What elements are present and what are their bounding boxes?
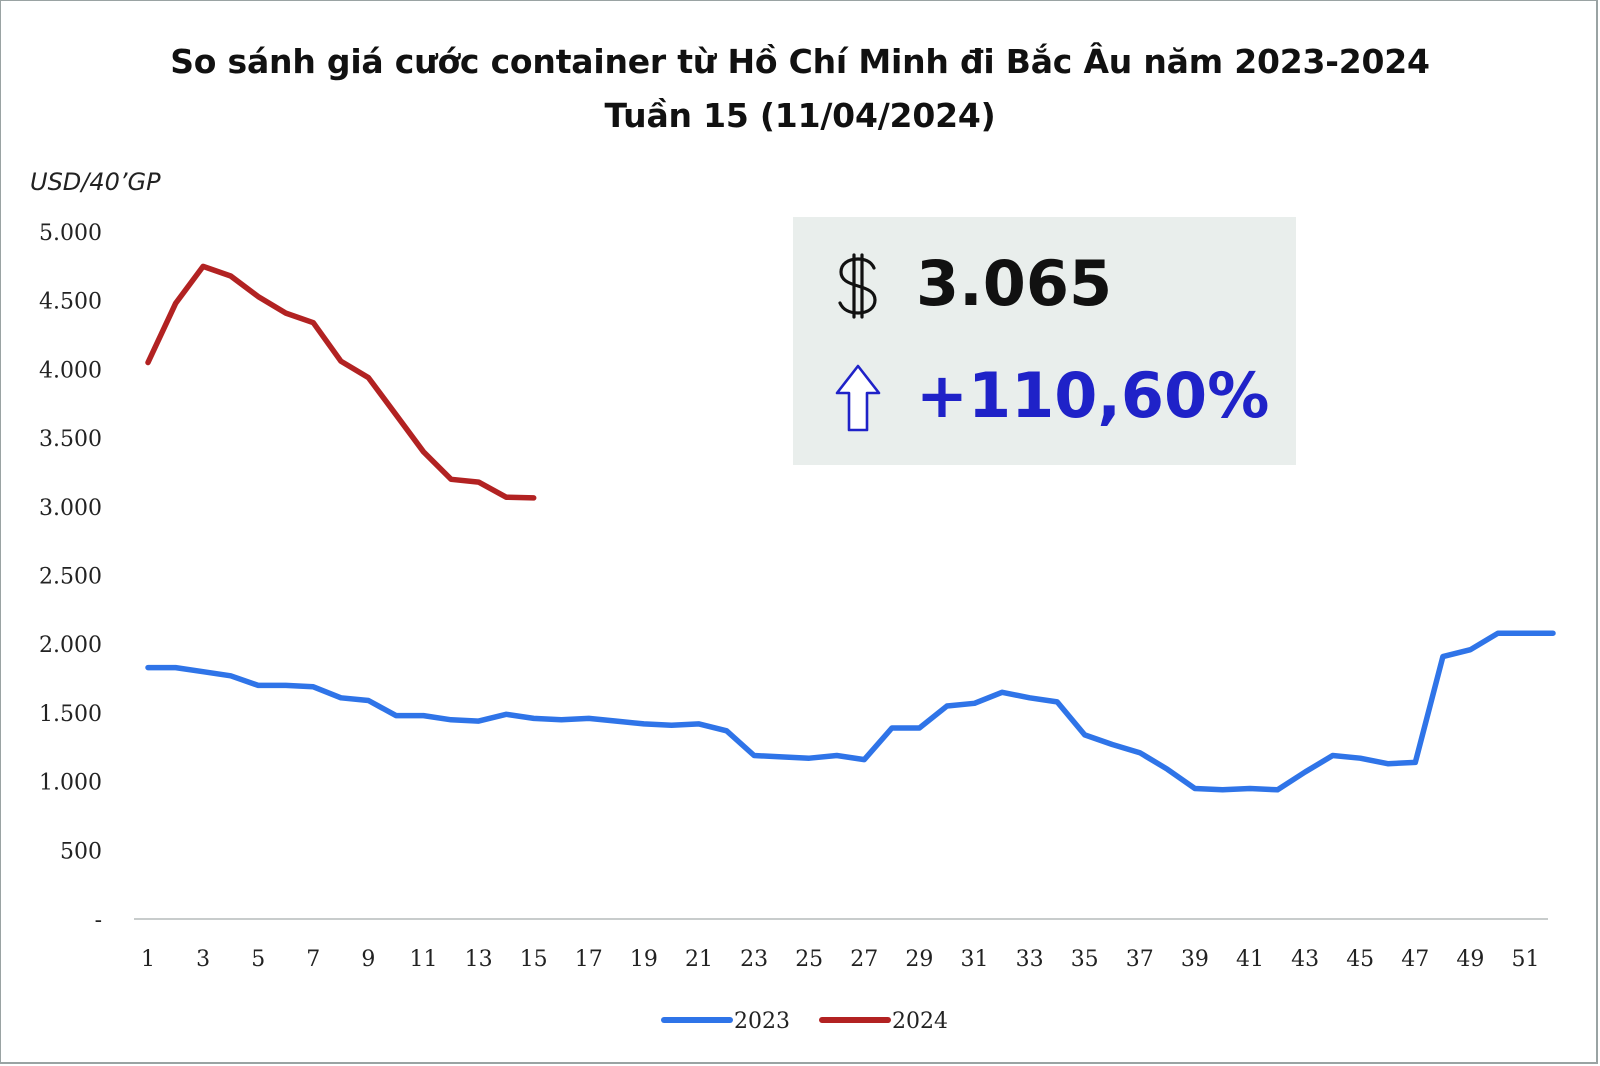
x-tick-label: 13	[465, 947, 493, 972]
y-tick-label: 500	[60, 839, 102, 864]
x-tick-label: 37	[1126, 947, 1154, 972]
x-tick-label: 25	[795, 947, 823, 972]
x-tick-label: 7	[306, 947, 320, 972]
x-tick-label: 15	[520, 947, 548, 972]
y-axis-ticks: - 500 1.000 1.500 2.000 2.500 3.000 3.500 4.000 4…	[39, 221, 102, 933]
x-tick-label: 39	[1181, 947, 1209, 972]
y-tick-label: 4.500	[39, 290, 102, 315]
x-tick-label: 49	[1456, 947, 1484, 972]
x-tick-label: 27	[850, 947, 878, 972]
y-tick-label: 3.500	[39, 427, 102, 452]
summary-box: 3.065 +110,60%	[793, 217, 1296, 465]
y-tick-label: 5.000	[39, 221, 102, 246]
current-price-value: 3.065	[916, 247, 1113, 320]
x-tick-label: 1	[141, 947, 155, 972]
x-tick-label: 21	[685, 947, 713, 972]
y-tick-label: 1.500	[39, 702, 102, 727]
y-tick-label: 2.500	[39, 565, 102, 590]
x-tick-label: 35	[1071, 947, 1099, 972]
x-tick-label: 5	[251, 947, 265, 972]
y-tick-label: 4.000	[39, 358, 102, 383]
x-tick-label: 3	[196, 947, 210, 972]
x-tick-label: 43	[1291, 947, 1319, 972]
percent-change-value: +110,60%	[916, 359, 1270, 432]
x-tick-label: 45	[1346, 947, 1374, 972]
y-tick-label: 3.000	[39, 496, 102, 521]
x-axis-ticks: 1 3 5 7 9 11 13 15 17 19 21 23 25 27 29 31 33 35 37 39 41 43 4…	[141, 947, 1540, 972]
x-tick-label: 9	[361, 947, 375, 972]
x-tick-label: 17	[575, 947, 603, 972]
legend-label-2023: 2023	[734, 1009, 790, 1034]
series-line-2024	[145, 263, 537, 501]
x-tick-label: 29	[905, 947, 933, 972]
up-arrow-icon	[835, 364, 881, 432]
chart-title: So sánh giá cước container từ Hồ Chí Min…	[170, 42, 1430, 81]
series-line-2023	[145, 630, 1556, 793]
x-tick-label: 31	[961, 947, 989, 972]
x-tick-label: 41	[1236, 947, 1264, 972]
y-axis-unit-label: USD/40’GP	[30, 168, 161, 196]
y-tick-label: -	[95, 908, 102, 933]
x-tick-label: 19	[630, 947, 658, 972]
y-tick-label: 2.000	[39, 633, 102, 658]
series-lines	[145, 263, 1556, 793]
x-tick-label: 47	[1401, 947, 1429, 972]
x-tick-label: 51	[1512, 947, 1540, 972]
y-tick-label: 1.000	[39, 771, 102, 796]
legend-label-2024: 2024	[892, 1009, 948, 1034]
x-tick-label: 23	[740, 947, 768, 972]
legend: 2023 2024	[661, 1009, 948, 1034]
dollar-icon	[838, 253, 877, 319]
x-tick-label: 11	[410, 947, 438, 972]
chart-subtitle: Tuần 15 (11/04/2024)	[604, 96, 996, 135]
x-tick-label: 33	[1016, 947, 1044, 972]
